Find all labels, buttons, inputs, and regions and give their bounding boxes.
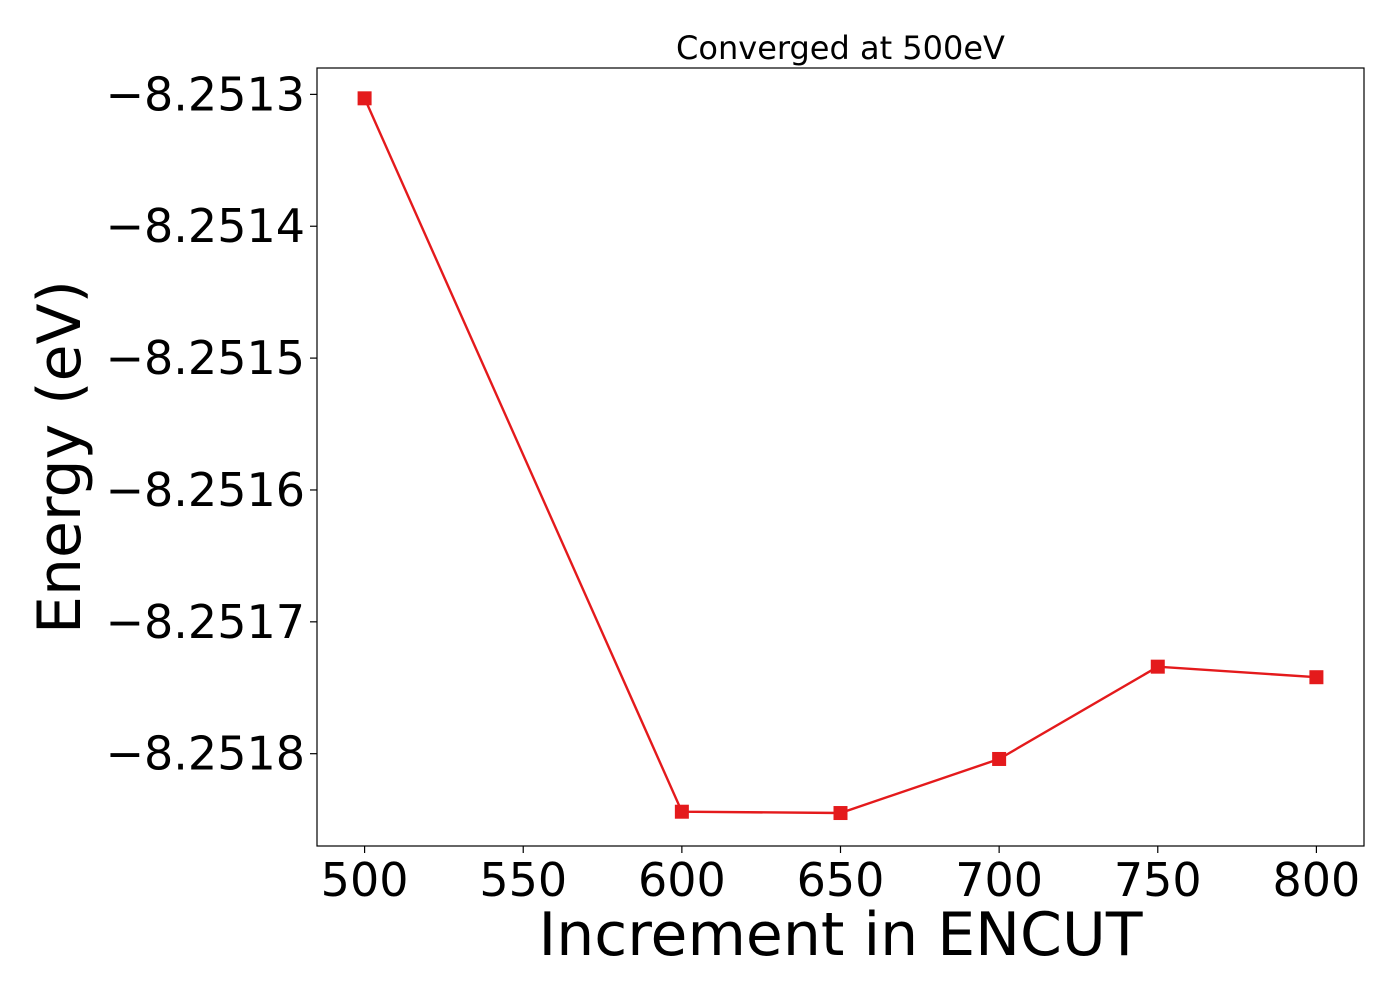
- y-tick-label: −8.2514: [106, 199, 306, 253]
- y-tick-label: −8.2513: [106, 67, 306, 121]
- data-point: [357, 91, 372, 106]
- y-tick-label: −8.2517: [106, 595, 306, 649]
- chart-title: Converged at 500eV: [676, 29, 1005, 67]
- x-tick-label: 600: [638, 853, 726, 907]
- y-axis-ticks: −8.2513 −8.2514 −8.2515 −8.2516 −8.2517 −8.25…: [106, 67, 317, 781]
- x-tick-label: 750: [1114, 853, 1202, 907]
- x-tick-label: 500: [321, 853, 409, 907]
- x-tick-label: 550: [479, 853, 567, 907]
- x-axis-ticks: 500 550 600 650 700 750 800: [321, 846, 1361, 907]
- data-point: [674, 804, 689, 819]
- plot-frame: [316, 67, 1365, 847]
- data-point: [833, 806, 848, 821]
- series-line: [363, 97, 1317, 815]
- y-tick-label: −8.2516: [106, 463, 306, 517]
- data-point: [1309, 670, 1324, 685]
- data-point: [992, 751, 1007, 766]
- x-tick-label: 650: [797, 853, 885, 907]
- y-tick-label: −8.2518: [106, 727, 306, 781]
- data-point: [1150, 659, 1165, 674]
- x-tick-label: 800: [1273, 853, 1361, 907]
- y-axis-label: Energy (eV): [25, 280, 95, 634]
- y-tick-label: −8.2515: [106, 331, 306, 385]
- series-group: [357, 91, 1324, 821]
- x-axis-label: Increment in ENCUT: [539, 900, 1143, 970]
- x-tick-label: 700: [955, 853, 1043, 907]
